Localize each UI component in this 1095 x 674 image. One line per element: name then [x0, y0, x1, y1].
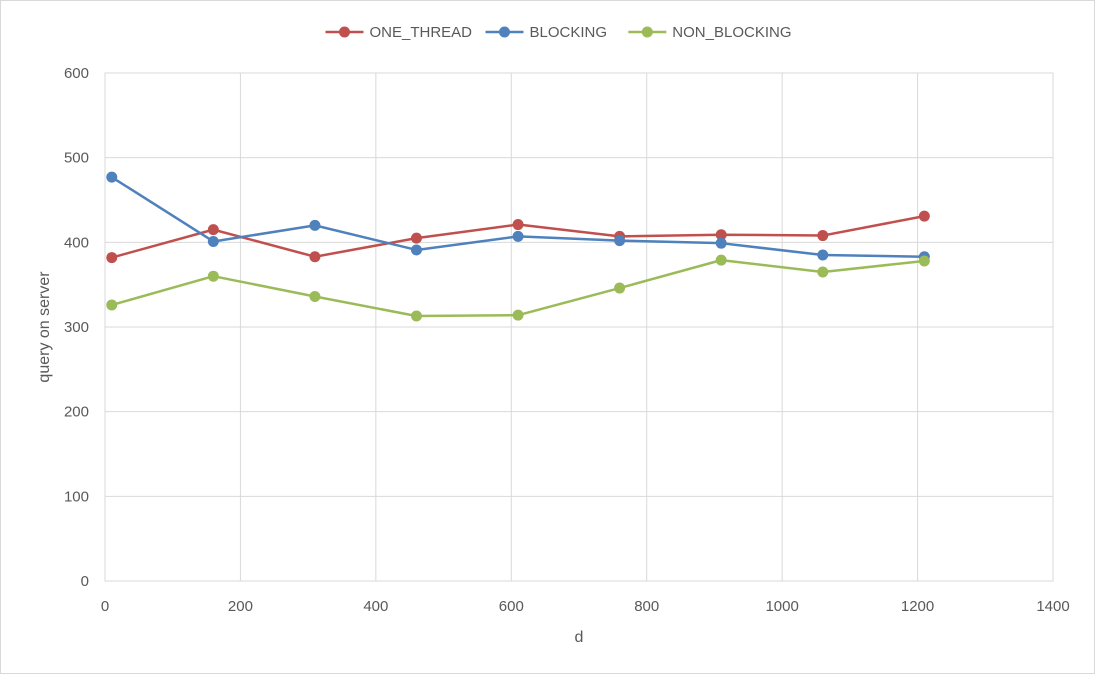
series-line-non-blocking: [111, 258, 925, 318]
x-axis-title: d: [575, 629, 584, 646]
legend-marker-icon: [641, 26, 653, 38]
data-point: [309, 251, 321, 263]
legend-item: ONE_THREAD: [325, 24, 473, 41]
data-point: [715, 254, 727, 266]
data-point: [715, 229, 727, 241]
data-point: [207, 270, 219, 282]
legend-marker-icon: [499, 26, 510, 38]
plot-area-border: [104, 72, 1054, 582]
legend-item: BLOCKING: [485, 24, 608, 41]
x-tick-label: 0: [101, 598, 109, 615]
legend: ONE_THREAD BLOCKING NON_BLOCKING: [325, 24, 792, 41]
data-point: [106, 299, 118, 311]
data-point: [512, 230, 524, 242]
x-tick-label: 400: [363, 598, 388, 615]
data-point: [106, 252, 118, 264]
data-point: [207, 235, 219, 247]
x-tick-label: 600: [499, 598, 524, 615]
data-point: [715, 237, 727, 249]
y-tick-label: 100: [64, 488, 89, 505]
data-point: [512, 219, 524, 231]
legend-marker-icon: [339, 26, 350, 38]
x-tick-label: 1400: [1036, 598, 1069, 615]
data-point: [309, 291, 321, 303]
data-point: [410, 310, 422, 322]
data-point: [817, 230, 829, 242]
legend-item: NON_BLOCKING: [628, 24, 792, 41]
series-layer: [106, 171, 930, 322]
y-tick-label: 300: [64, 319, 89, 336]
data-point: [614, 282, 626, 294]
y-axis-tick-labels: 0 100 200 300 400 500 600: [64, 65, 89, 590]
y-tick-label: 500: [64, 150, 89, 167]
data-point: [410, 244, 422, 256]
x-tick-label: 200: [228, 598, 253, 615]
data-point: [106, 171, 118, 183]
x-tick-label: 1000: [765, 598, 798, 615]
series-line-blocking: [111, 176, 925, 258]
data-point: [817, 249, 829, 261]
data-point: [918, 255, 930, 267]
x-tick-label: 1200: [901, 598, 934, 615]
y-tick-label: 200: [64, 404, 89, 421]
x-axis-tick-labels: 0 200 400 600 800 1000 1200 1400: [101, 598, 1070, 615]
y-axis-title: query on server: [36, 271, 53, 383]
legend-label: NON_BLOCKING: [672, 24, 791, 41]
data-point: [614, 235, 626, 247]
series-blocking: [106, 171, 930, 263]
data-point: [512, 309, 524, 321]
data-point: [410, 232, 422, 244]
data-point: [309, 219, 321, 231]
legend-label: BLOCKING: [530, 24, 608, 41]
series-non-blocking: [106, 254, 930, 322]
data-point: [918, 210, 930, 222]
y-tick-label: 400: [64, 234, 89, 251]
data-point: [817, 266, 829, 278]
data-point: [207, 224, 219, 236]
horizontal-gridlines: [105, 72, 1053, 582]
y-tick-label: 0: [81, 573, 89, 590]
x-tick-label: 800: [634, 598, 659, 615]
y-tick-label: 600: [64, 65, 89, 82]
legend-label: ONE_THREAD: [370, 24, 473, 41]
